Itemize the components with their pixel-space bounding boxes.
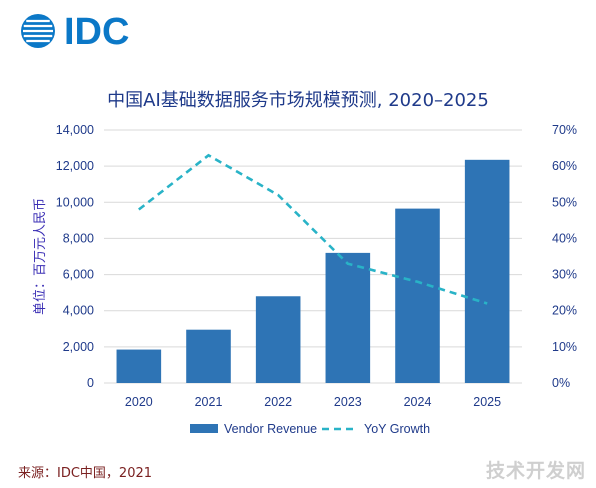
bar-2025: [464, 159, 510, 383]
legend-label-revenue: Vendor Revenue: [224, 422, 317, 436]
source-note: 来源：IDC中国，2021: [18, 466, 153, 481]
x-tick-label: 2024: [404, 395, 432, 409]
watermark: 技术开发网: [485, 460, 586, 482]
bar-2020: [116, 349, 162, 383]
y-tick-label: 4,000: [63, 304, 94, 318]
y2-tick-label: 40%: [552, 231, 577, 245]
y2-tick-label: 10%: [552, 340, 577, 354]
y2-tick-label: 60%: [552, 159, 577, 173]
x-tick-label: 2023: [334, 395, 362, 409]
x-tick-label: 2021: [195, 395, 223, 409]
y-tick-label: 14,000: [56, 123, 94, 137]
chart-title: 中国AI基础数据服务市场规模预测, 2020–2025: [107, 90, 489, 111]
x-tick-label: 2025: [473, 395, 501, 409]
y2-tick-label: 0%: [552, 376, 570, 390]
yoy-growth-line: [138, 153, 488, 305]
y2-tick-label: 20%: [552, 304, 577, 318]
legend-swatch-revenue: [190, 424, 218, 433]
y2-tick-label: 50%: [552, 195, 577, 209]
y-tick-label: 2,000: [63, 340, 94, 354]
bar-2023: [325, 252, 371, 383]
y-tick-label: 10,000: [56, 195, 94, 209]
y-tick-label: 6,000: [63, 268, 94, 282]
x-tick-label: 2022: [264, 395, 292, 409]
y-axis-label: 单位：百万元人民币: [32, 198, 47, 315]
idc-logo: IDC: [18, 10, 168, 57]
y-tick-label: 12,000: [56, 159, 94, 173]
legend-label-growth: YoY Growth: [364, 422, 430, 436]
y2-tick-label: 70%: [552, 123, 577, 137]
y-tick-label: 0: [87, 376, 94, 390]
bar-2024: [395, 208, 440, 383]
y-tick-label: 8,000: [63, 231, 94, 245]
y2-tick-label: 30%: [552, 268, 577, 282]
logo-text: IDC: [64, 11, 129, 52]
chart-area: 02,0004,0006,0008,00010,00012,00014,000 …: [32, 123, 577, 436]
bar-2021: [186, 329, 231, 383]
x-tick-label: 2020: [125, 395, 153, 409]
bar-2022: [255, 296, 301, 383]
idc-logo-mark: IDC: [21, 11, 129, 53]
